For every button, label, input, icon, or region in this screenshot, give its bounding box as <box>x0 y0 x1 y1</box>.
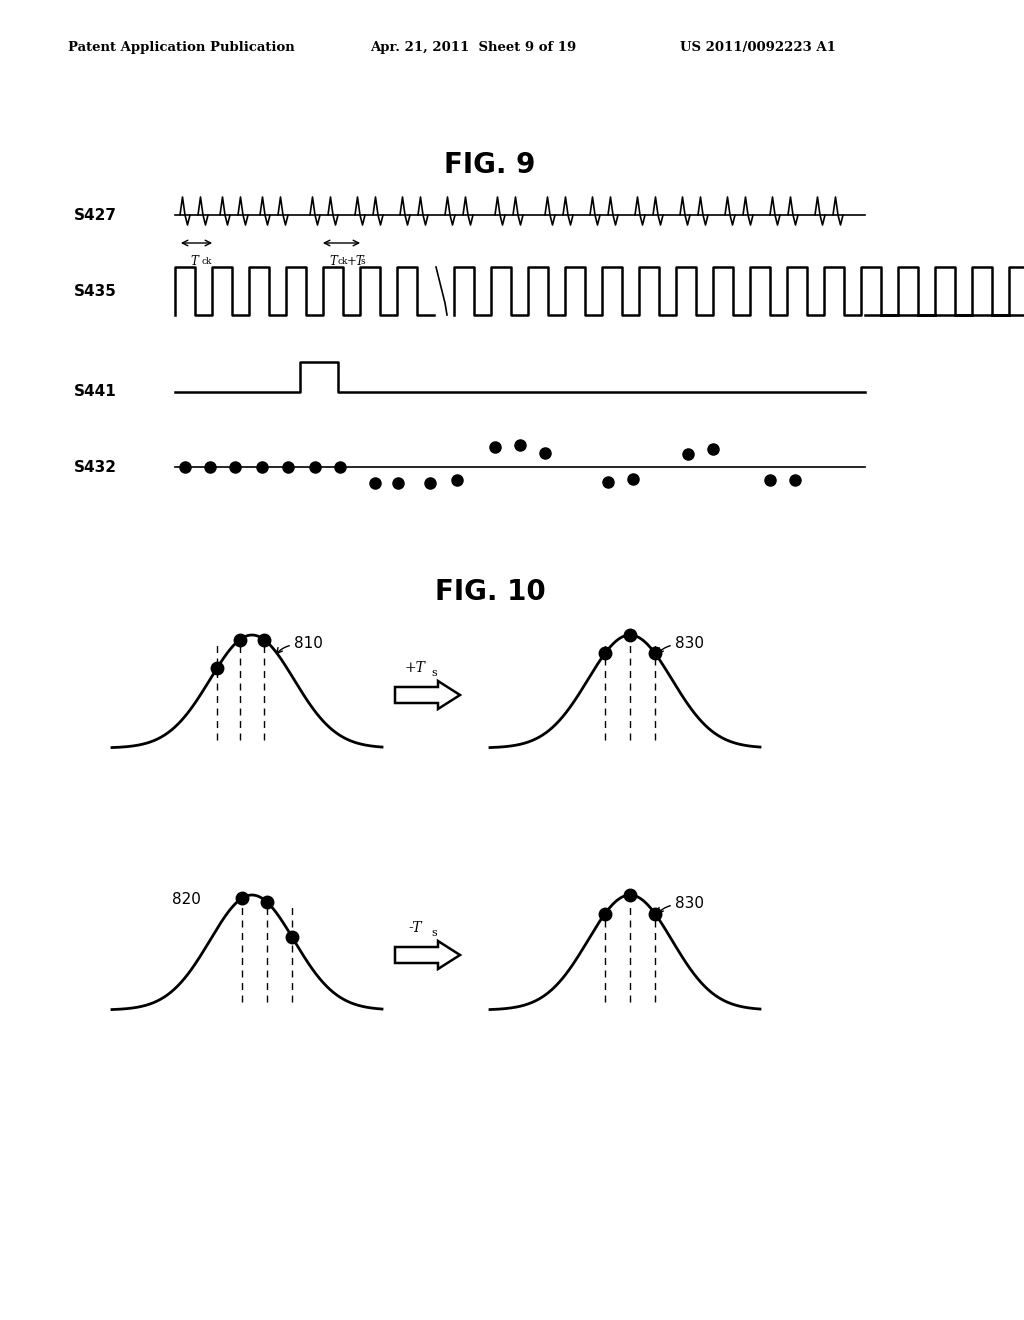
Text: -T: -T <box>409 921 422 935</box>
Text: T: T <box>330 255 337 268</box>
Text: S432: S432 <box>74 459 117 474</box>
Text: s: s <box>360 257 366 267</box>
Text: ck: ck <box>338 257 348 267</box>
Text: US 2011/0092223 A1: US 2011/0092223 A1 <box>680 41 836 54</box>
Text: S427: S427 <box>74 207 117 223</box>
Text: 820: 820 <box>172 892 201 908</box>
Text: s: s <box>431 928 437 939</box>
Polygon shape <box>395 681 460 709</box>
Text: 810: 810 <box>294 635 323 651</box>
Text: Patent Application Publication: Patent Application Publication <box>68 41 295 54</box>
Text: FIG. 10: FIG. 10 <box>434 578 546 606</box>
Text: ck: ck <box>202 257 212 267</box>
Text: T: T <box>190 255 199 268</box>
Text: S441: S441 <box>75 384 117 400</box>
Text: 830: 830 <box>675 895 705 911</box>
Text: Apr. 21, 2011  Sheet 9 of 19: Apr. 21, 2011 Sheet 9 of 19 <box>370 41 577 54</box>
Polygon shape <box>395 941 460 969</box>
Text: FIG. 9: FIG. 9 <box>444 150 536 180</box>
Text: +T: +T <box>404 661 425 675</box>
Text: s: s <box>431 668 437 678</box>
Text: +T: +T <box>346 255 365 268</box>
Text: S435: S435 <box>74 284 117 298</box>
Text: 830: 830 <box>675 635 705 651</box>
